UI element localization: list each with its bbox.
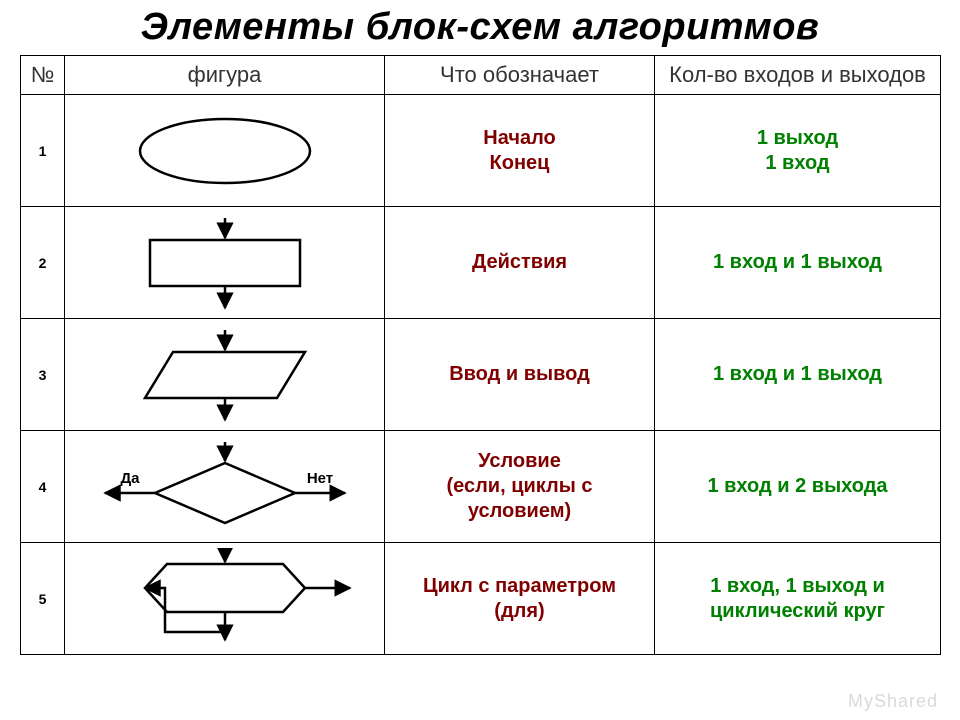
io-line: 1 вход: [661, 151, 934, 176]
meaning-line: (если, циклы с: [391, 474, 648, 499]
meaning-line: Действия: [391, 250, 648, 275]
table-row: 3 Ввод и вывод 1 вход и 1 выход: [21, 319, 941, 431]
meaning-line: Цикл с параметром: [391, 574, 648, 599]
meaning-cell: НачалоКонец: [385, 95, 655, 207]
row-number: 2: [21, 207, 65, 319]
decision-yes-label: Да: [120, 470, 140, 487]
figure-cell: [65, 95, 385, 207]
meaning-cell: Действия: [385, 207, 655, 319]
row-number: 5: [21, 543, 65, 655]
figure-cell: [65, 207, 385, 319]
row-number: 3: [21, 319, 65, 431]
figure-cell: [65, 543, 385, 655]
table-row: 4 Да НетУсловие(если, циклы сусловием)1 …: [21, 431, 941, 543]
col-header-num: №: [21, 56, 65, 95]
io-cell: 1 вход, 1 выход ициклический круг: [655, 543, 941, 655]
meaning-line: Условие: [391, 449, 648, 474]
watermark: MyShared: [848, 691, 938, 712]
io-line: 1 вход, 1 выход и: [661, 574, 934, 599]
io-cell: 1 вход и 1 выход: [655, 207, 941, 319]
io-cell: 1 вход и 1 выход: [655, 319, 941, 431]
decision-shape: Да Нет: [75, 436, 375, 538]
meaning-cell: Цикл с параметром(для): [385, 543, 655, 655]
meaning-line: условием): [391, 499, 648, 524]
table-row: 2 Действия 1 вход и 1 выход: [21, 207, 941, 319]
page: Элементы блок-схем алгоритмов № фигура Ч…: [0, 0, 960, 720]
io-shape: [75, 324, 375, 426]
table-header-row: № фигура Что обозначает Кол-во входов и …: [21, 56, 941, 95]
row-number: 1: [21, 95, 65, 207]
terminator-shape: [75, 100, 375, 202]
process-shape: [75, 212, 375, 314]
row-number: 4: [21, 431, 65, 543]
io-line: 1 вход и 1 выход: [661, 362, 934, 387]
col-header-io: Кол-во входов и выходов: [655, 56, 941, 95]
meaning-line: Конец: [391, 151, 648, 176]
meaning-cell: Ввод и вывод: [385, 319, 655, 431]
loop-shape: [75, 548, 375, 650]
table-row: 5 Цикл с параметром(для)1 вход, 1 выход …: [21, 543, 941, 655]
meaning-line: Ввод и вывод: [391, 362, 648, 387]
meaning-line: (для): [391, 599, 648, 624]
col-header-meaning: Что обозначает: [385, 56, 655, 95]
io-line: 1 вход и 2 выхода: [661, 474, 934, 499]
col-header-figure: фигура: [65, 56, 385, 95]
figure-cell: [65, 319, 385, 431]
io-cell: 1 вход и 2 выхода: [655, 431, 941, 543]
io-line: 1 вход и 1 выход: [661, 250, 934, 275]
io-cell: 1 выход1 вход: [655, 95, 941, 207]
figure-cell: Да Нет: [65, 431, 385, 543]
io-line: циклический круг: [661, 599, 934, 624]
decision-no-label: Нет: [306, 470, 332, 487]
meaning-line: Начало: [391, 126, 648, 151]
meaning-cell: Условие(если, циклы сусловием): [385, 431, 655, 543]
elements-table: № фигура Что обозначает Кол-во входов и …: [20, 55, 941, 655]
page-title: Элементы блок-схем алгоритмов: [20, 6, 940, 49]
table-row: 1 НачалоКонец1 выход1 вход: [21, 95, 941, 207]
io-line: 1 выход: [661, 126, 934, 151]
